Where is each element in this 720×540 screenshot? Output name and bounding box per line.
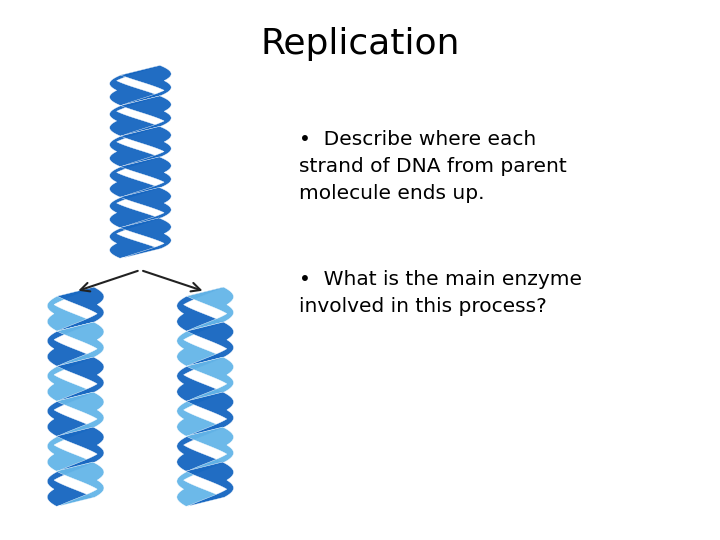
Polygon shape	[186, 392, 233, 436]
Polygon shape	[48, 427, 95, 471]
Polygon shape	[57, 392, 104, 436]
Polygon shape	[48, 392, 94, 436]
Text: •  What is the main enzyme
involved in this process?: • What is the main enzyme involved in th…	[299, 270, 582, 316]
Text: •  Describe where each
strand of DNA from parent
molecule ends up.: • Describe where each strand of DNA from…	[299, 130, 567, 203]
Polygon shape	[109, 218, 161, 258]
Polygon shape	[120, 157, 171, 197]
Polygon shape	[177, 462, 225, 507]
Polygon shape	[186, 357, 233, 401]
Polygon shape	[48, 462, 95, 507]
Polygon shape	[120, 218, 171, 258]
Polygon shape	[48, 287, 94, 332]
Text: Replication: Replication	[260, 27, 460, 61]
Polygon shape	[186, 287, 233, 332]
Polygon shape	[48, 322, 94, 366]
Polygon shape	[48, 357, 94, 401]
Polygon shape	[120, 96, 171, 136]
Polygon shape	[120, 126, 171, 167]
Polygon shape	[109, 96, 161, 136]
Polygon shape	[57, 322, 104, 366]
Polygon shape	[177, 357, 224, 401]
Polygon shape	[109, 65, 161, 106]
Polygon shape	[109, 187, 161, 228]
Polygon shape	[56, 462, 104, 507]
Polygon shape	[186, 322, 233, 366]
Polygon shape	[109, 157, 161, 197]
Polygon shape	[120, 65, 171, 106]
Polygon shape	[177, 392, 224, 436]
Polygon shape	[186, 462, 233, 507]
Polygon shape	[177, 322, 224, 366]
Polygon shape	[186, 427, 233, 471]
Polygon shape	[120, 187, 171, 228]
Polygon shape	[177, 287, 224, 332]
Polygon shape	[56, 427, 104, 471]
Polygon shape	[57, 357, 104, 401]
Polygon shape	[177, 427, 225, 471]
Polygon shape	[109, 126, 161, 167]
Polygon shape	[57, 287, 104, 332]
